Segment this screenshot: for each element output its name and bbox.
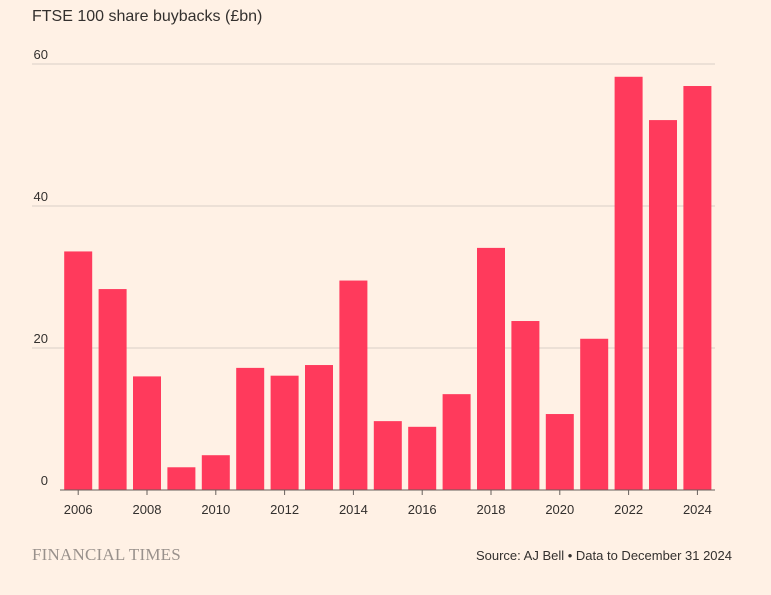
y-axis-ticks: 0 20 40 60	[34, 47, 48, 488]
y-tick-label: 0	[41, 473, 48, 488]
bar-2016	[408, 426, 437, 490]
bar-2008	[133, 376, 161, 490]
x-tick-label: 2016	[408, 502, 437, 517]
bar-2022	[614, 76, 643, 490]
bar-2012	[270, 375, 299, 490]
bar-2018	[477, 247, 505, 490]
x-tick-label: 2014	[339, 502, 368, 517]
bar-2019	[511, 321, 540, 490]
y-tick-label: 20	[34, 331, 48, 346]
bar-2009	[167, 467, 196, 490]
bar-2007	[98, 289, 127, 490]
x-axis: 2006 2008 2010 2012 2014 2016 2018 2020 2022 2024	[60, 489, 715, 517]
gridlines	[32, 63, 715, 349]
bar-2021	[580, 338, 609, 490]
x-tick-label: 2020	[545, 502, 574, 517]
bar-2013	[305, 365, 333, 490]
x-tick-label: 2010	[201, 502, 230, 517]
y-tick-label: 60	[34, 47, 48, 62]
x-tick-label: 2006	[64, 502, 93, 517]
bar-2023	[649, 120, 677, 490]
bars	[64, 76, 712, 490]
bar-2011	[236, 367, 265, 490]
bar-2017	[442, 394, 471, 490]
chart-title: FTSE 100 share buybacks (£bn)	[32, 8, 263, 25]
bar-chart: 0 20 40 60 2006 2008 2010 2012 2014 2016 2018 2020…	[32, 47, 715, 517]
bar-2024	[683, 86, 712, 490]
x-tick-label: 2022	[614, 502, 643, 517]
y-tick-label: 40	[34, 189, 48, 204]
x-tick-label: 2024	[683, 502, 712, 517]
source-note: Source: AJ Bell • Data to December 31 20…	[475, 548, 732, 563]
x-tick-label: 2018	[477, 502, 506, 517]
bar-2006	[64, 251, 93, 490]
bar-2015	[373, 421, 402, 490]
ft-logo: FINANCIAL TIMES	[32, 545, 181, 564]
x-tick-label: 2012	[270, 502, 299, 517]
bar-2020	[545, 414, 574, 490]
bar-2014	[339, 280, 368, 490]
bar-2010	[201, 455, 230, 490]
x-tick-label: 2008	[133, 502, 162, 517]
